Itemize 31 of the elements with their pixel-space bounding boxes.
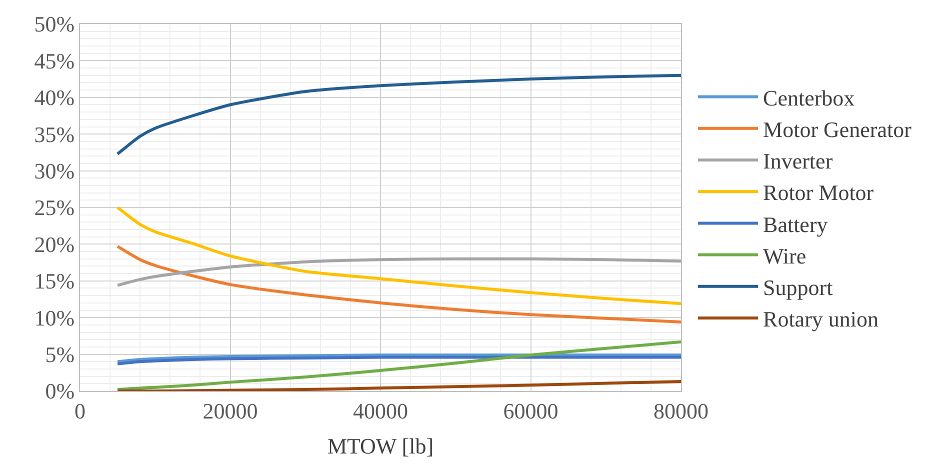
y-tick-label: 5% <box>45 342 75 367</box>
y-tick-label: 20% <box>34 232 75 257</box>
x-axis-title: MTOW [lb] <box>327 433 434 458</box>
legend-label: Rotor Motor <box>763 180 874 206</box>
line-series <box>116 74 681 156</box>
y-tick-label: 25% <box>34 195 75 220</box>
line-series <box>116 340 681 391</box>
x-tick-label: 80000 <box>654 398 708 424</box>
y-tick-label: 45% <box>34 48 75 74</box>
x-tick-label: 0 <box>74 398 86 424</box>
y-tick-label: 30% <box>34 158 75 184</box>
legend-label: Motor Generator <box>763 116 912 142</box>
y-tick-label: 35% <box>34 122 75 147</box>
legend-label: Battery <box>763 212 828 237</box>
legend-label: Wire <box>763 243 806 268</box>
legend-label: Rotary union <box>763 306 879 332</box>
y-tick-label: 10% <box>34 305 75 330</box>
line-series <box>116 257 681 287</box>
x-tick-label: 60000 <box>503 398 558 424</box>
y-tick-label: 50% <box>34 12 75 37</box>
y-tick-label: 0% <box>45 378 75 404</box>
legend-label: Inverter <box>763 148 834 174</box>
x-tick-label: 40000 <box>353 398 408 424</box>
line-series <box>116 206 681 306</box>
x-tick-label: 20000 <box>202 398 258 424</box>
y-tick-label: 15% <box>34 268 75 294</box>
line-series <box>116 244 681 324</box>
legend-label: Centerbox <box>763 85 855 110</box>
legend-label: Support <box>763 274 833 300</box>
line-series <box>116 380 681 391</box>
y-tick-label: 40% <box>34 85 75 110</box>
